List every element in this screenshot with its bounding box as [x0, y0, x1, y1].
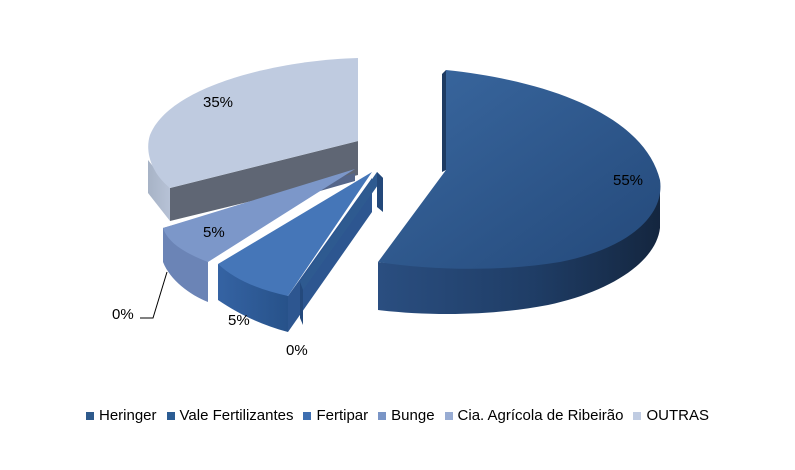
legend-label: Heringer: [99, 407, 157, 424]
data-label-heringer: 55%: [613, 172, 643, 189]
slice-heringer-inner-face: [442, 70, 446, 172]
data-label-bunge: 5%: [203, 224, 225, 241]
data-label-vale: 0%: [286, 342, 308, 359]
legend: Heringer Vale Fertilizantes Fertipar Bunge C…: [0, 407, 795, 424]
legend-swatch: [444, 411, 453, 420]
slice-heringer-side: [378, 186, 660, 315]
data-label-cia-agricola: 0%: [112, 306, 134, 323]
legend-label: Cia. Agrícola de Ribeirão: [457, 407, 624, 424]
slice-vale-top: [300, 172, 383, 290]
slice-heringer-top: [378, 70, 661, 269]
slice-vale: [300, 172, 383, 325]
legend-label: OUTRAS: [646, 407, 709, 424]
slice-bunge: [163, 169, 355, 302]
slice-fertipar-top: [218, 172, 372, 296]
data-label-fertipar: 5%: [228, 312, 250, 329]
slice-heringer: [378, 70, 661, 315]
data-label-outras: 35%: [203, 94, 233, 111]
legend-item: OUTRAS: [633, 407, 709, 424]
legend-item: Cia. Agrícola de Ribeirão: [444, 407, 624, 424]
slice-outras: [148, 58, 358, 221]
legend-item: Heringer: [86, 407, 157, 424]
legend-label: Vale Fertilizantes: [179, 407, 294, 424]
legend-swatch: [378, 411, 387, 420]
legend-swatch: [86, 411, 94, 420]
legend-swatch: [303, 411, 312, 420]
legend-swatch: [166, 411, 175, 420]
slice-outras-top: [148, 58, 358, 188]
legend-swatch: [633, 411, 642, 420]
legend-item: Bunge: [378, 407, 435, 424]
slice-vale-face: [377, 172, 383, 212]
slice-outras-side: [148, 160, 170, 221]
leader-line-cia-agricola: [140, 271, 168, 319]
slice-outras-inner-face: [170, 141, 358, 221]
slice-fertipar-side: [218, 264, 288, 332]
legend-label: Bunge: [391, 407, 435, 424]
slice-bunge-top: [163, 169, 355, 262]
slice-bunge-side: [163, 228, 208, 302]
slice-vale-side: [300, 282, 303, 325]
legend-item: Vale Fertilizantes: [166, 407, 294, 424]
legend-label: Fertipar: [316, 407, 369, 424]
legend-item: Fertipar: [303, 407, 368, 424]
